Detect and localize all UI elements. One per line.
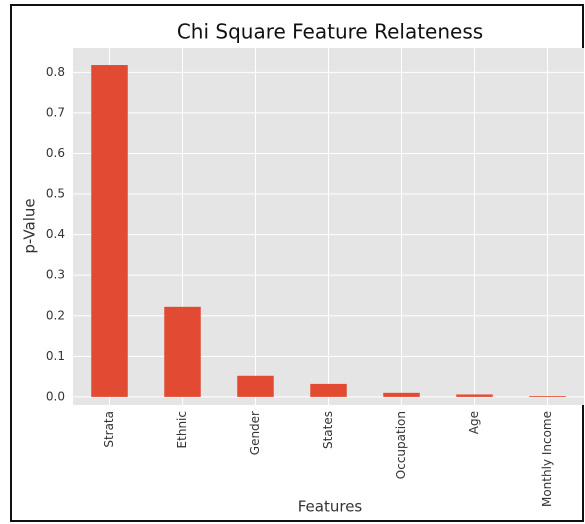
x-tick-label: Gender — [248, 411, 262, 455]
y-tick-label: 0.4 — [46, 227, 65, 241]
y-tick-label: 0.7 — [46, 105, 65, 119]
y-tick-label: 0.8 — [46, 65, 65, 79]
x-tick-label: Monthly Income — [540, 411, 554, 507]
y-axis-label: p-Value — [21, 198, 39, 253]
bar — [456, 394, 493, 397]
x-tick-label: Strata — [102, 411, 116, 448]
y-tick-label: 0.0 — [46, 389, 65, 403]
x-axis-label: Features — [298, 498, 363, 516]
y-tick-label: 0.5 — [46, 187, 65, 201]
y-tick-label: 0.3 — [46, 268, 65, 282]
bar — [237, 375, 274, 397]
x-tick-label: Age — [467, 411, 481, 434]
chart-title: Chi Square Feature Relateness — [177, 20, 483, 44]
bar — [91, 65, 128, 397]
bar — [383, 392, 420, 397]
x-tick-label: Occupation — [394, 411, 408, 479]
bar — [164, 306, 201, 397]
y-tick-label: 0.1 — [46, 349, 65, 363]
x-tick-label: Ethnic — [175, 411, 189, 448]
y-tick-label: 0.2 — [46, 308, 65, 322]
x-tick-label: States — [321, 411, 335, 449]
bar — [529, 396, 566, 397]
bar — [310, 383, 347, 397]
y-tick-label: 0.6 — [46, 146, 65, 160]
